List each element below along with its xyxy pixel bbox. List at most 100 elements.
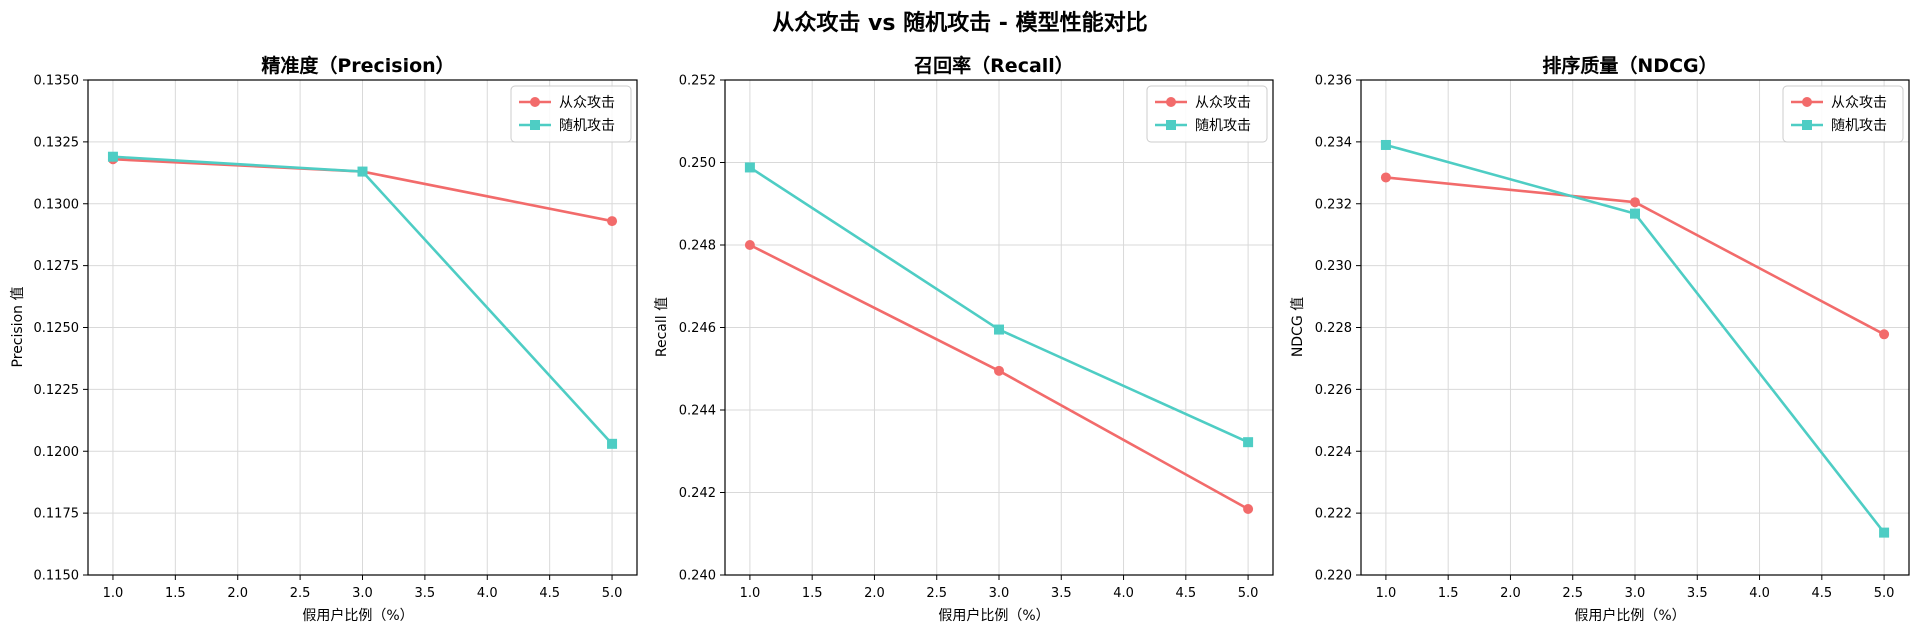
data-point: [357, 166, 368, 177]
plot-area: 1.0 1.5 2.0 2.5 3.0 3.5 4.0 4.5 5.0 0.220 0.222 0.2…: [1315, 74, 1910, 601]
y-tick-label: 0.226: [1315, 383, 1352, 398]
y-tick-label: 0.244: [679, 404, 716, 419]
data-point: [1380, 139, 1391, 150]
x-axis-label: 假用户比例（%）: [938, 607, 1049, 624]
x-tick-label: 3.5: [1687, 586, 1708, 601]
y-tick-label: 0.234: [1315, 135, 1352, 150]
y-tick-label: 0.242: [679, 486, 716, 501]
panel-precision: 精准度（Precision） 假用户比例（%） Precision 值 1.0 1…: [10, 54, 638, 624]
x-tick-label: 1.5: [165, 586, 186, 601]
x-tick-label: 4.5: [1811, 586, 1832, 601]
x-axis-label: 假用户比例（%）: [302, 607, 413, 624]
x-tick-label: 2.0: [1500, 586, 1521, 601]
data-point: [1630, 197, 1640, 208]
x-tick-label: 1.0: [1376, 586, 1397, 601]
x-tick-label: 4.0: [477, 586, 498, 601]
y-tick-label: 0.222: [1315, 507, 1352, 522]
legend-marker: [1166, 97, 1176, 107]
legend-marker: [1802, 120, 1812, 130]
legend-label: 随机攻击: [1831, 118, 1887, 134]
y-tick-label: 0.1250: [34, 321, 80, 336]
x-tick-label: 1.0: [740, 586, 761, 601]
y-tick-label: 0.1350: [34, 74, 80, 89]
y-tick-label: 0.252: [679, 74, 716, 89]
legend-marker: [1166, 120, 1176, 130]
y-axis-label: Precision 值: [10, 287, 26, 368]
x-tick-label: 3.0: [352, 586, 373, 601]
y-tick-label: 0.1200: [34, 445, 80, 460]
legend-marker: [530, 97, 540, 107]
x-tick-label: 1.0: [103, 586, 124, 601]
x-axis-label: 假用户比例（%）: [1574, 607, 1685, 624]
x-tick-label: 5.0: [1874, 586, 1895, 601]
y-tick-label: 0.246: [679, 321, 716, 336]
panel-title: 精准度（Precision）: [261, 54, 454, 77]
panel-ndcg: 排序质量（NDCG） 假用户比例（%） NDCG 值 1.0 1.5 2.0 2.5 3…: [1290, 54, 1910, 624]
plot-area: 1.0 1.5 2.0 2.5 3.0 3.5 4.0 4.5 5.0 0.1150 0.1175 0…: [34, 74, 638, 601]
y-tick-label: 0.1150: [34, 569, 80, 584]
x-tick-label: 2.0: [864, 586, 885, 601]
y-tick-label: 0.1300: [34, 197, 80, 212]
legend-box: [510, 85, 632, 143]
data-point: [1380, 172, 1391, 183]
legend-label: 随机攻击: [1195, 118, 1251, 134]
legend-label: 从众攻击: [1195, 95, 1251, 111]
legend-label: 从众攻击: [1831, 95, 1887, 111]
x-tick-label: 2.0: [227, 586, 248, 601]
data-point: [607, 216, 618, 227]
x-tick-label: 3.5: [415, 586, 436, 601]
x-tick-label: 1.5: [1438, 586, 1459, 601]
x-tick-label: 3.0: [1625, 586, 1646, 601]
y-tick-label: 0.1175: [34, 507, 80, 522]
y-axis-label: NDCG 值: [1290, 297, 1306, 357]
axes-frame: [724, 79, 1274, 576]
legend-label: 随机攻击: [559, 118, 615, 134]
y-tick-label: 0.1325: [34, 135, 80, 150]
axes-frame: [1360, 79, 1910, 576]
x-tick-label: 1.5: [802, 586, 823, 601]
y-axis-label: Recall 值: [654, 297, 670, 357]
panel-title: 排序质量（NDCG）: [1542, 54, 1717, 77]
data-point: [744, 240, 755, 250]
data-point: [1630, 208, 1640, 219]
y-tick-label: 0.240: [679, 569, 716, 584]
x-tick-label: 4.0: [1113, 586, 1134, 601]
x-tick-label: 3.0: [989, 586, 1010, 601]
panel-recall: 召回率（Recall） 假用户比例（%） Recall 值 1.0 1.5 2.0 2…: [654, 54, 1274, 624]
x-tick-label: 5.0: [1238, 586, 1259, 601]
legend-marker: [1802, 97, 1812, 107]
data-point: [607, 438, 618, 449]
y-tick-label: 0.1225: [34, 383, 80, 398]
data-point: [744, 162, 755, 173]
data-point: [1879, 329, 1890, 340]
data-point: [1879, 527, 1890, 538]
panel-title: 召回率（Recall）: [914, 54, 1074, 77]
data-point: [1243, 504, 1254, 514]
y-tick-label: 0.230: [1315, 259, 1352, 274]
x-tick-label: 4.0: [1749, 586, 1770, 601]
legend-box: [1782, 85, 1904, 143]
y-tick-label: 0.250: [679, 156, 716, 171]
x-tick-label: 5.0: [602, 586, 623, 601]
data-point: [994, 324, 1004, 335]
x-tick-label: 2.5: [1562, 586, 1583, 601]
legend-box: [1146, 85, 1268, 143]
x-tick-label: 3.5: [1051, 586, 1072, 601]
legend-marker: [530, 120, 540, 130]
figure-title: 从众攻击 vs 随机攻击 - 模型性能对比: [772, 10, 1147, 36]
x-tick-label: 4.5: [539, 586, 560, 601]
y-tick-label: 0.224: [1315, 445, 1352, 460]
y-tick-label: 0.1275: [34, 259, 80, 274]
legend-label: 从众攻击: [559, 95, 615, 111]
data-point: [1243, 437, 1254, 448]
data-point: [107, 151, 118, 162]
plot-area: 1.0 1.5 2.0 2.5 3.0 3.5 4.0 4.5 5.0 0.240 0.242 0.2…: [679, 74, 1274, 601]
axes-frame: [87, 79, 638, 576]
x-tick-label: 2.5: [290, 586, 311, 601]
y-tick-label: 0.248: [679, 239, 716, 254]
x-tick-label: 4.5: [1175, 586, 1196, 601]
